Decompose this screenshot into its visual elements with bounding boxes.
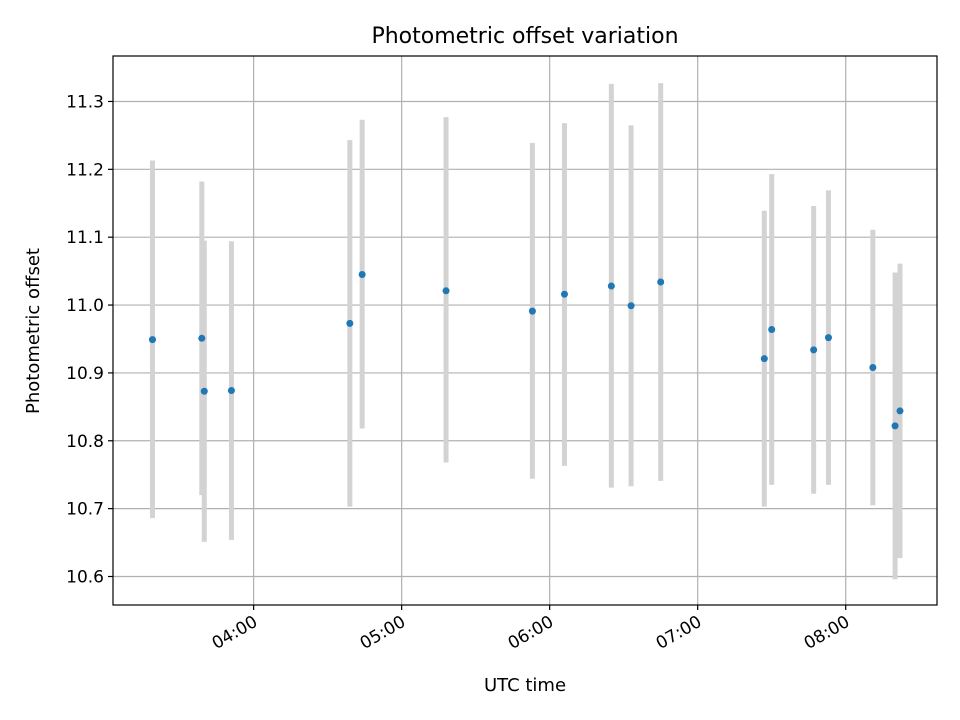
y-axis-label: Photometric offset — [23, 248, 44, 414]
x-tick-label: 06:00 — [505, 612, 557, 654]
data-point — [200, 387, 208, 395]
data-point — [198, 334, 206, 342]
data-point — [768, 325, 776, 333]
y-tick-label: 10.6 — [66, 567, 104, 587]
data-point — [442, 287, 450, 295]
y-tick-label: 11.2 — [66, 160, 104, 180]
y-tick-label: 10.7 — [66, 500, 104, 520]
plot-frame — [112, 55, 938, 606]
data-point — [891, 422, 899, 430]
error-bars — [149, 83, 903, 580]
data-point — [760, 355, 768, 363]
y-tick-label: 10.9 — [66, 364, 104, 384]
x-tick-label: 04:00 — [209, 612, 261, 654]
data-point — [148, 336, 156, 344]
data-point — [896, 407, 904, 415]
data-point — [607, 282, 615, 290]
data-point — [869, 363, 877, 371]
grid — [113, 56, 937, 605]
x-tick-label: 08:00 — [801, 612, 853, 654]
data-point — [810, 346, 818, 354]
data-point — [657, 278, 665, 286]
x-tick-label: 05:00 — [357, 612, 409, 654]
data-point — [227, 387, 235, 395]
y-tick-label: 11.3 — [66, 92, 104, 112]
x-axis-label: UTC time — [484, 675, 566, 696]
x-tick-label: 07:00 — [653, 612, 705, 654]
data-point — [358, 271, 366, 279]
data-point — [528, 307, 536, 315]
y-tick-label: 11.1 — [66, 228, 104, 248]
chart-title: Photometric offset variation — [371, 24, 678, 49]
data-points — [148, 271, 904, 430]
data-point — [560, 290, 568, 298]
y-tick-label: 10.8 — [66, 432, 104, 452]
data-point — [346, 319, 354, 327]
y-tick-label: 11.0 — [66, 296, 104, 316]
data-point — [627, 302, 635, 310]
data-point — [824, 334, 832, 342]
